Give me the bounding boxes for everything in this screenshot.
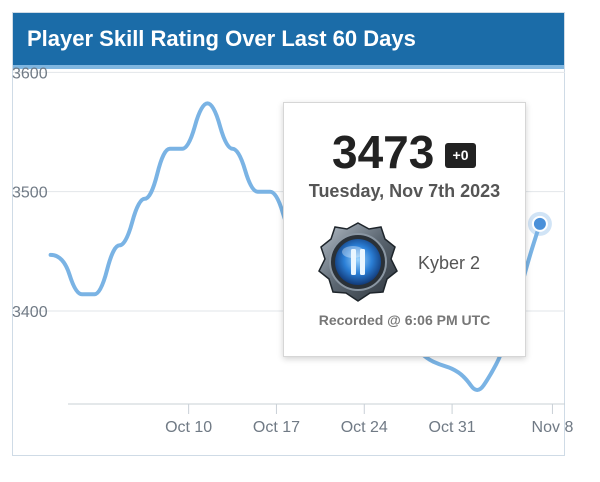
header-underline	[13, 65, 564, 69]
y-tick-label: 3600	[12, 65, 48, 82]
y-tick-label: 3400	[12, 304, 48, 321]
tooltip-delta-badge: +0	[445, 143, 476, 168]
hover-tooltip: 3473 +0 Tuesday, Nov 7th 2023 Kyber 2 Re…	[283, 102, 526, 357]
hovered-point	[531, 215, 548, 232]
x-tick-label: Oct 31	[429, 419, 476, 436]
y-tick-label: 3500	[12, 185, 48, 202]
chart-title: Player Skill Rating Over Last 60 Days	[13, 13, 564, 65]
tooltip-recorded-time: Recorded @ 6:06 PM UTC	[318, 312, 491, 328]
kyber-rank-badge-icon	[318, 222, 398, 302]
tooltip-rating: 3473	[332, 126, 435, 178]
x-tick-label: Nov 8	[532, 419, 574, 436]
x-tick-label: Oct 24	[341, 419, 388, 436]
x-tick-label: Oct 17	[253, 419, 300, 436]
axes: 3600 3500 3400 Oct 10 Oct 17 Oct 24 Oct 31 Nov …	[12, 65, 573, 436]
x-tick-label: Oct 10	[165, 419, 212, 436]
tooltip-rank-name: Kyber 2	[418, 253, 481, 273]
tooltip-date: Tuesday, Nov 7th 2023	[308, 181, 501, 201]
